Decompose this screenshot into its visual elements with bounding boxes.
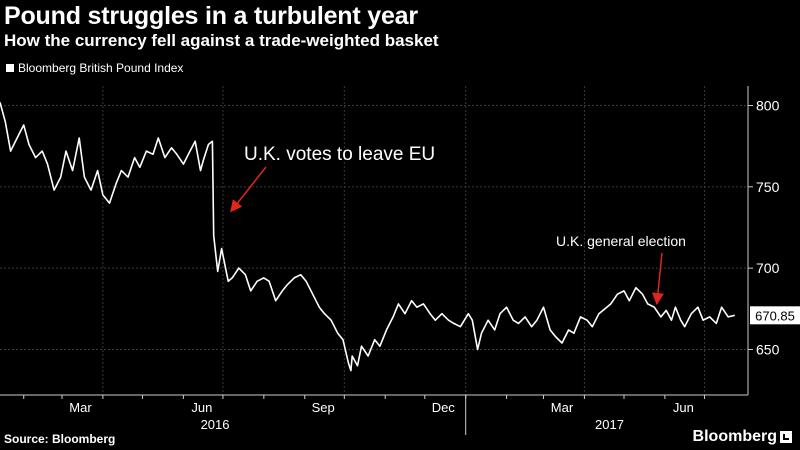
- brand-name: Bloomberg: [692, 428, 777, 445]
- annotation-election-arrow: [651, 252, 664, 305]
- legend-swatch: [6, 64, 14, 72]
- source-note: Source: Bloomberg: [4, 432, 116, 446]
- chart-title: Pound struggles in a turbulent year: [4, 2, 418, 30]
- y-tick-label: 700: [756, 260, 780, 276]
- legend-label: Bloomberg British Pound Index: [18, 61, 184, 75]
- x-tick-label: Dec: [432, 400, 456, 415]
- last-value-box: [750, 306, 800, 325]
- x-tick-label: Mar: [69, 400, 92, 415]
- y-tick-label: 650: [756, 341, 780, 357]
- series-line: [0, 102, 735, 372]
- y-tick-label: 750: [756, 179, 780, 195]
- brand-icon: [780, 431, 792, 443]
- year-label: 2016: [201, 417, 230, 432]
- year-label: 2017: [595, 417, 624, 432]
- legend: Bloomberg British Pound Index: [6, 61, 183, 75]
- chart-subtitle: How the currency fell against a trade-we…: [4, 31, 439, 50]
- annotation-brexit-label: U.K. votes to leave EU: [244, 144, 435, 165]
- x-tick-label: Sep: [312, 400, 335, 415]
- brand-logo: Bloomberg: [693, 428, 792, 446]
- x-tick-label: Jun: [191, 400, 212, 415]
- x-tick-label: Mar: [551, 400, 574, 415]
- x-tick-label: Jun: [673, 400, 694, 415]
- last-value-label: 670.85: [755, 308, 795, 323]
- annotation-election-label: U.K. general election: [556, 233, 686, 249]
- annotation-brexit-arrow: [230, 166, 267, 213]
- y-tick-label: 800: [756, 98, 780, 114]
